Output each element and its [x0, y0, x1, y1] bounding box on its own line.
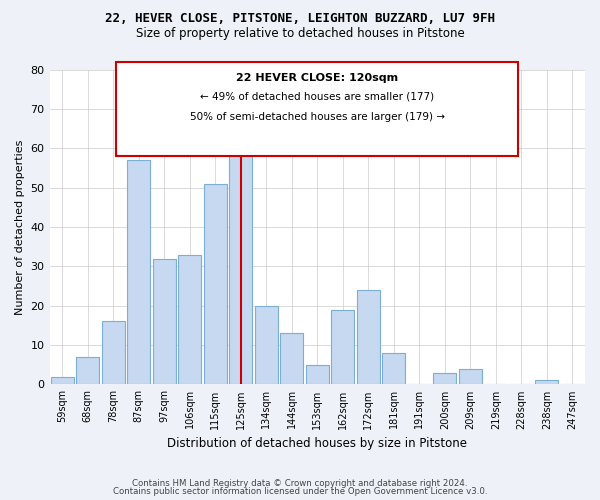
Bar — [382, 353, 405, 384]
Bar — [153, 258, 176, 384]
Bar — [459, 368, 482, 384]
Bar — [51, 376, 74, 384]
Bar — [306, 365, 329, 384]
Text: ← 49% of detached houses are smaller (177): ← 49% of detached houses are smaller (17… — [200, 92, 434, 102]
Bar — [331, 310, 354, 384]
Text: 50% of semi-detached houses are larger (179) →: 50% of semi-detached houses are larger (… — [190, 112, 445, 122]
Bar — [178, 254, 201, 384]
Bar — [433, 372, 456, 384]
Bar — [255, 306, 278, 384]
Bar — [76, 357, 99, 384]
Text: Contains HM Land Registry data © Crown copyright and database right 2024.: Contains HM Land Registry data © Crown c… — [132, 478, 468, 488]
Text: 22, HEVER CLOSE, PITSTONE, LEIGHTON BUZZARD, LU7 9FH: 22, HEVER CLOSE, PITSTONE, LEIGHTON BUZZ… — [105, 12, 495, 26]
Bar — [127, 160, 150, 384]
X-axis label: Distribution of detached houses by size in Pitstone: Distribution of detached houses by size … — [167, 437, 467, 450]
Bar — [204, 184, 227, 384]
FancyBboxPatch shape — [116, 62, 518, 156]
Text: Size of property relative to detached houses in Pitstone: Size of property relative to detached ho… — [136, 28, 464, 40]
Y-axis label: Number of detached properties: Number of detached properties — [15, 140, 25, 314]
Bar — [535, 380, 558, 384]
Text: 22 HEVER CLOSE: 120sqm: 22 HEVER CLOSE: 120sqm — [236, 73, 398, 83]
Bar — [229, 132, 252, 384]
Bar — [280, 334, 303, 384]
Bar — [357, 290, 380, 384]
Bar — [102, 322, 125, 384]
Text: Contains public sector information licensed under the Open Government Licence v3: Contains public sector information licen… — [113, 487, 487, 496]
